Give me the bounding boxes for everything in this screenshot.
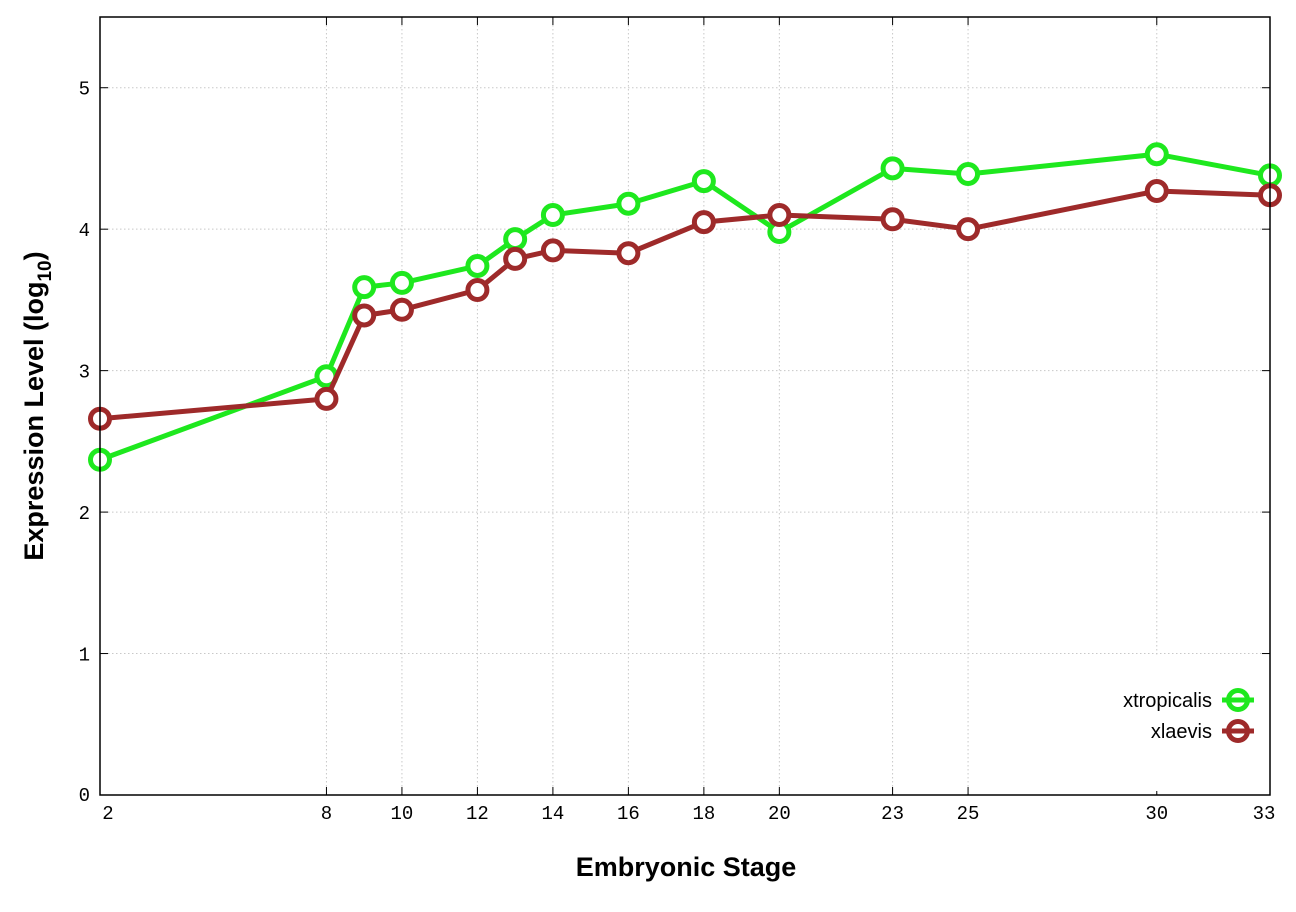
data-point [465, 253, 490, 278]
data-point [880, 207, 905, 232]
series-xlaevis [88, 178, 1282, 431]
x-tick-label: 25 [957, 803, 980, 825]
plot-frame [99, 16, 1271, 796]
data-point [540, 238, 565, 263]
x-axis-label: Embryonic Stage [576, 852, 797, 882]
data-point [616, 241, 641, 266]
data-point [1144, 142, 1169, 167]
series-line [99, 188, 1271, 422]
y-tick-label: 5 [79, 79, 90, 101]
y-axis-label: Expression Level (log10) [19, 251, 56, 560]
series-line [99, 151, 1271, 463]
y-tick-label: 2 [79, 503, 90, 525]
data-point [352, 275, 377, 300]
data-point [956, 162, 981, 187]
data-point [389, 270, 414, 295]
data-point [540, 203, 565, 228]
y-tick-label: 3 [79, 362, 90, 384]
series-layer [88, 142, 1282, 472]
x-tick-label: 10 [391, 803, 414, 825]
data-point [767, 203, 792, 228]
legend: xtropicalis xlaevis [1072, 655, 1266, 791]
data-point [691, 210, 716, 235]
data-point [503, 246, 528, 271]
legend-marker [1226, 688, 1250, 712]
x-tick-label: 2 [102, 803, 113, 825]
data-point [691, 169, 716, 194]
series-xtropicalis [88, 142, 1282, 472]
data-point [389, 297, 414, 322]
data-point [956, 217, 981, 242]
x-tick-label: 20 [768, 803, 791, 825]
data-point [880, 156, 905, 181]
x-tick-label: 16 [617, 803, 640, 825]
data-point [465, 278, 490, 303]
x-tick-label: 12 [466, 803, 489, 825]
x-tick-label: 18 [692, 803, 715, 825]
x-tick-label: 8 [321, 803, 332, 825]
data-point [1144, 178, 1169, 203]
data-point [503, 227, 528, 252]
y-tick-label: 0 [79, 785, 90, 807]
legend-marker [1226, 719, 1250, 743]
x-tick-label: 23 [881, 803, 904, 825]
legend-label: xlaevis [1151, 721, 1212, 743]
data-point [314, 386, 339, 411]
y-tick-label: 4 [79, 220, 90, 242]
x-tick-label: 14 [541, 803, 564, 825]
x-tick-label: 30 [1145, 803, 1168, 825]
legend-label: xtropicalis [1123, 690, 1212, 712]
data-point [352, 303, 377, 328]
x-tick-label: 33 [1253, 803, 1276, 825]
data-point [616, 191, 641, 216]
y-tick-label: 1 [79, 645, 90, 667]
